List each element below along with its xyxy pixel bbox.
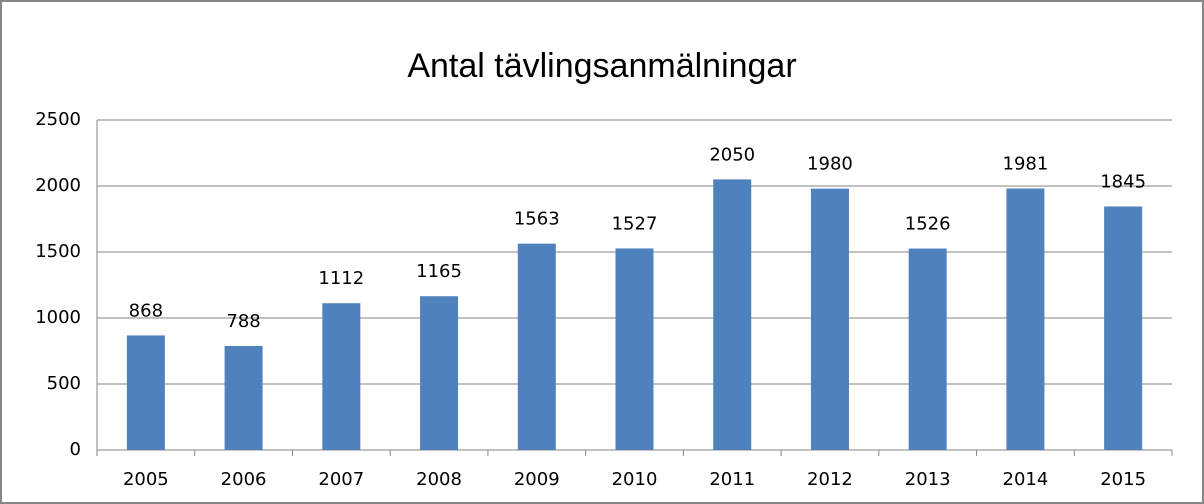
x-tick-label: 2005 [123,469,169,490]
data-label: 1527 [612,213,658,234]
data-label: 1563 [514,209,560,230]
bar [517,243,556,450]
bar [1104,206,1143,450]
bar [224,345,263,450]
y-tick-label: 0 [70,439,81,460]
bar [908,248,947,450]
x-tick-label: 2015 [1100,469,1146,490]
y-tick-label: 1000 [35,307,81,328]
x-tick-label: 2009 [514,469,560,490]
data-label: 1165 [416,261,462,282]
data-label: 1112 [318,268,364,289]
x-tick-label: 2010 [612,469,658,490]
bar [322,303,361,450]
data-label: 1845 [1100,171,1146,192]
x-tick-label: 2007 [318,469,364,490]
x-tick-label: 2011 [709,469,755,490]
bar [713,179,752,450]
x-tick-label: 2006 [221,469,267,490]
data-label: 1526 [905,214,951,235]
x-tick-label: 2013 [905,469,951,490]
bar [810,188,849,450]
bar [420,296,459,450]
y-tick-label: 2500 [35,109,81,130]
y-tick-label: 500 [47,373,81,394]
bar [126,335,165,450]
y-tick-label: 2000 [35,175,81,196]
x-tick-label: 2012 [807,469,853,490]
x-tick-label: 2008 [416,469,462,490]
bar [1006,188,1045,450]
bar [615,248,654,450]
data-label: 788 [226,311,260,332]
data-label: 2050 [709,144,755,165]
x-tick-label: 2014 [1003,469,1049,490]
chart-title: Antal tävlingsanmälningar [407,47,796,85]
data-label: 1980 [807,154,853,175]
y-tick-label: 1500 [35,241,81,262]
data-label: 1981 [1003,154,1049,175]
data-label: 868 [129,300,163,321]
